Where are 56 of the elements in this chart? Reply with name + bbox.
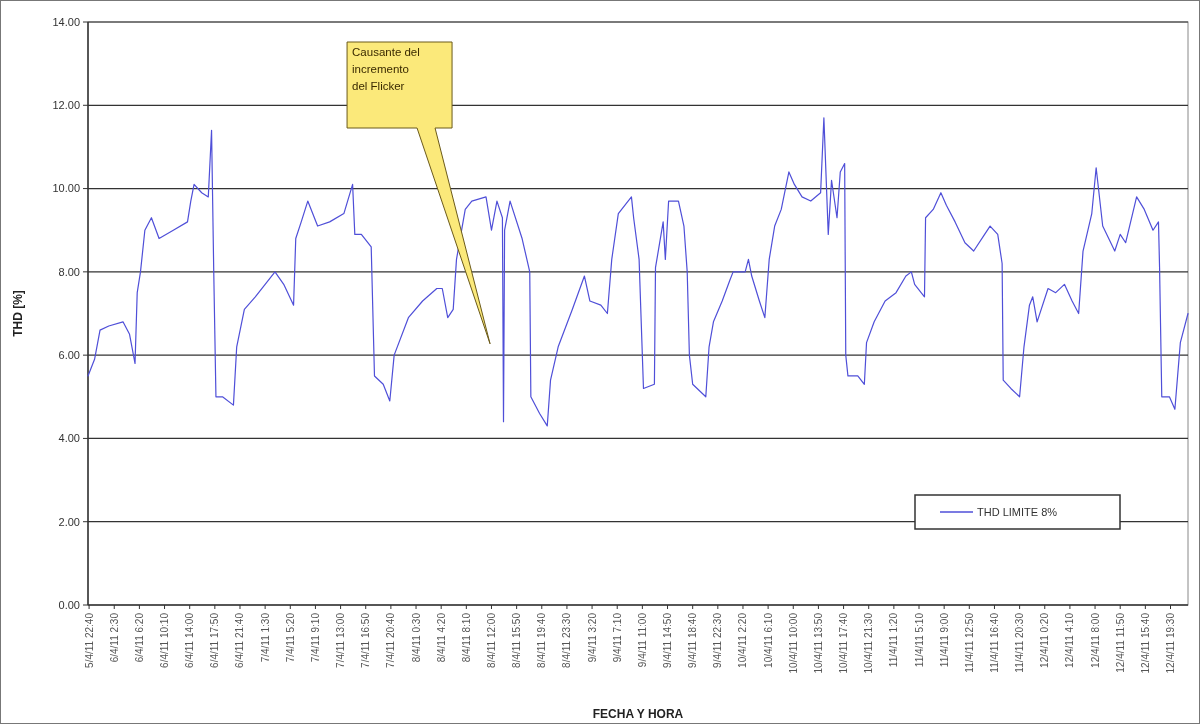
x-tick-label: 11/4/11 9:00 xyxy=(938,612,950,668)
x-tick-label: 8/4/11 23:30 xyxy=(561,612,573,668)
x-tick-label: 6/4/11 17:50 xyxy=(209,612,221,668)
x-tick-label: 6/4/11 10:10 xyxy=(159,612,171,668)
x-tick-label: 10/4/11 6:10 xyxy=(762,612,774,668)
x-tick-label: 9/4/11 18:40 xyxy=(687,612,699,668)
x-tick-label: 6/4/11 2:30 xyxy=(108,612,120,663)
x-tick-label: 7/4/11 13:00 xyxy=(335,612,347,668)
x-tick-label: 7/4/11 1:30 xyxy=(259,612,271,663)
x-tick-label: 11/4/11 20:30 xyxy=(1014,612,1026,673)
x-tick-label: 11/4/11 12:50 xyxy=(963,612,975,673)
annotation: Causante del incremento del Flicker xyxy=(352,46,420,92)
x-tick-label: 8/4/11 19:40 xyxy=(536,612,548,668)
x-axis-title: FECHA Y HORA xyxy=(592,707,684,721)
x-tick-label: 10/4/11 10:00 xyxy=(787,612,799,674)
x-tick-label: 7/4/11 20:40 xyxy=(385,612,397,668)
x-tick-label: 8/4/11 12:00 xyxy=(485,612,497,668)
x-tick-label: 5/4/11 22:40 xyxy=(83,612,95,668)
y-axis-title: THD [%] xyxy=(11,290,25,337)
legend-label: THD LIMITE 8% xyxy=(977,505,1058,518)
x-tick-label: 6/4/11 14:00 xyxy=(184,612,196,668)
x-tick-label: 8/4/11 8:10 xyxy=(460,612,472,663)
x-tick-label: 11/4/11 5:10 xyxy=(913,612,925,668)
x-tick-label: 8/4/11 0:30 xyxy=(410,612,422,663)
x-tick-label: 11/4/11 1:20 xyxy=(888,612,900,668)
x-tick-label: 9/4/11 7:10 xyxy=(611,612,623,663)
x-tick-label: 8/4/11 4:20 xyxy=(435,612,447,663)
x-tick-label: 9/4/11 14:50 xyxy=(662,612,674,668)
x-tick-label: 9/4/11 3:20 xyxy=(586,612,598,663)
y-tick-label: 0.00 xyxy=(58,598,80,611)
x-tick-label: 11/4/11 16:40 xyxy=(988,612,1000,673)
x-tick-label: 12/4/11 15:40 xyxy=(1139,612,1151,674)
y-tick-label: 4.00 xyxy=(58,432,80,445)
x-tick-label: 9/4/11 11:00 xyxy=(636,612,648,668)
x-tick-label: 6/4/11 21:40 xyxy=(234,612,246,668)
y-tick-label: 8.00 xyxy=(58,265,80,278)
x-tick-label: 9/4/11 22:30 xyxy=(712,612,724,668)
y-tick-label: 10.00 xyxy=(52,182,80,195)
y-tick-label: 6.00 xyxy=(58,348,80,361)
y-tick-label: 14.00 xyxy=(52,15,80,28)
x-tick-label: 12/4/11 19:30 xyxy=(1165,612,1177,674)
x-tick-label: 10/4/11 17:40 xyxy=(838,612,850,674)
y-tick-label: 2.00 xyxy=(58,515,80,528)
y-tick-label: 12.00 xyxy=(52,99,80,112)
x-tick-label: 7/4/11 5:20 xyxy=(284,612,296,663)
x-tick-label: 8/4/11 15:50 xyxy=(511,612,523,668)
x-tick-label: 6/4/11 6:20 xyxy=(133,612,145,663)
x-tick-label: 7/4/11 16:50 xyxy=(360,612,372,668)
x-tick-label: 12/4/11 11:50 xyxy=(1114,612,1126,673)
x-tick-label: 12/4/11 4:10 xyxy=(1064,612,1076,668)
x-tick-label: 12/4/11 0:20 xyxy=(1039,612,1051,668)
x-tick-label: 10/4/11 21:30 xyxy=(863,612,875,674)
x-tick-label: 12/4/11 8:00 xyxy=(1089,612,1101,668)
x-tick-label: 10/4/11 13:50 xyxy=(812,612,824,674)
x-tick-label: 7/4/11 9:10 xyxy=(309,612,321,663)
x-tick-label: 10/4/11 2:20 xyxy=(737,612,749,668)
